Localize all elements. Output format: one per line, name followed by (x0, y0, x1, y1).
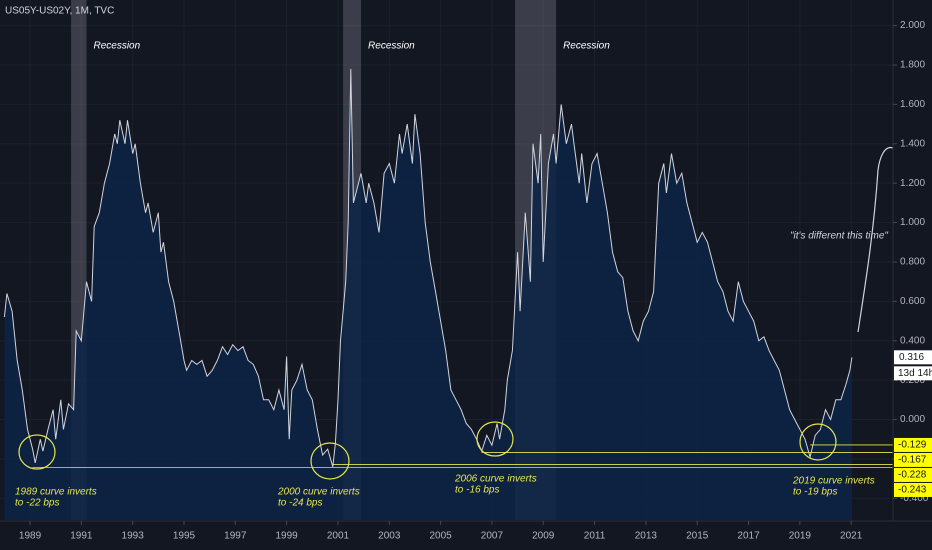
x-tick-label: 2013 (635, 531, 658, 542)
last-value-label: 0.316 (899, 352, 924, 363)
price-axis (893, 0, 932, 550)
level-label: -0.243 (898, 485, 927, 496)
y-tick-label: -0.400 (900, 493, 929, 504)
highlight-circle (799, 423, 837, 461)
x-tick-label: 1999 (276, 531, 299, 542)
countdown-box (894, 366, 932, 381)
recession-label: Recession (368, 41, 415, 52)
annotation: to -24 bps (278, 498, 322, 509)
highlight-circle (476, 421, 514, 457)
annotation: "it's different this time" (790, 231, 888, 242)
x-tick-label: 2003 (378, 531, 401, 542)
x-tick-label: 2015 (686, 531, 709, 542)
recession-label: Recession (563, 41, 610, 52)
y-tick-label: 1.800 (900, 60, 925, 71)
annotation: 1989 curve inverts (15, 487, 97, 498)
x-tick-label: 2009 (532, 531, 555, 542)
level-label: -0.228 (898, 470, 927, 481)
y-tick-label: 1.200 (900, 178, 925, 189)
x-tick-label: 2021 (840, 531, 863, 542)
level-label: -0.129 (898, 440, 927, 451)
highlight-circle (310, 442, 350, 480)
y-tick-label: 1.600 (900, 99, 925, 110)
axis-labels: -0.400-0.2000.0000.2000.4000.6000.8001.0… (19, 20, 932, 542)
x-tick-label: 2007 (481, 531, 504, 542)
annotation: 2006 curve inverts (454, 474, 537, 485)
countdown-label: 13d 14h (898, 368, 932, 379)
overlay: 1989 curve inverts to -22 bps 2000 curve… (15, 147, 907, 509)
area (4, 68, 852, 521)
x-tick-label: 1993 (122, 531, 145, 542)
x-tick-label: 1989 (19, 531, 42, 542)
annotation: to -22 bps (15, 498, 59, 509)
chart-title: US05Y-US02Y, 1M, TVC (5, 6, 114, 17)
line (3, 68, 853, 467)
x-tick-label: 2011 (584, 531, 606, 542)
plot (3, 68, 893, 521)
annotation: to -19 bps (793, 487, 837, 498)
x-tick-label: 2019 (789, 531, 812, 542)
x-tick-label: 2017 (737, 531, 760, 542)
annotation: 2019 curve inverts (792, 476, 875, 487)
last-value-box (894, 350, 932, 365)
x-tick-label: 1997 (224, 531, 247, 542)
level-label-box (894, 482, 932, 497)
level-label-box (894, 452, 932, 467)
x-tick-label: 2001 (327, 531, 350, 542)
x-tick-label: 1995 (173, 531, 196, 542)
y-tick-label: 2.000 (900, 20, 925, 31)
level-label: -0.167 (898, 455, 927, 466)
level-label-box (894, 467, 932, 482)
y-tick-label: 1.000 (900, 217, 925, 228)
y-tick-label: 0.400 (900, 335, 925, 346)
y-tick-label: 0.800 (900, 257, 925, 268)
x-tick-label: 2005 (429, 531, 452, 542)
y-tick-label: 0.000 (900, 414, 925, 425)
level-label-box (894, 437, 932, 452)
x-tick-label: 1991 (70, 531, 93, 542)
y-tick-label: 1.400 (900, 138, 925, 149)
annotation: to -16 bps (455, 485, 499, 496)
recession-label: Recession (93, 41, 140, 52)
annotation: 2000 curve inverts (277, 487, 360, 498)
y-tick-label: 0.600 (900, 296, 925, 307)
highlight-circle (18, 434, 56, 470)
